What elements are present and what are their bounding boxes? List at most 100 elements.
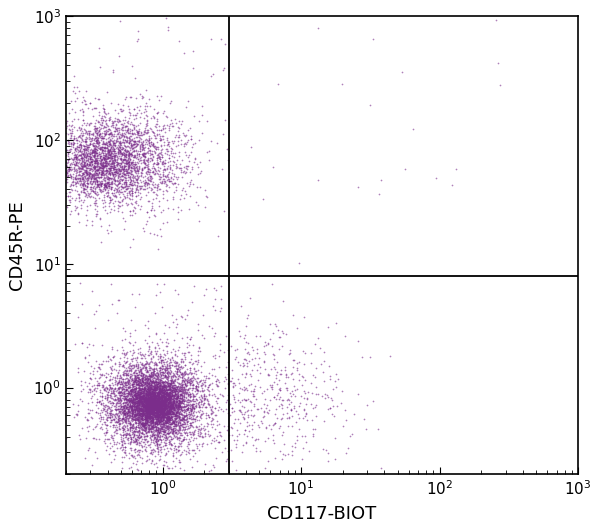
Point xyxy=(228,391,238,399)
Point xyxy=(147,422,157,430)
Point xyxy=(124,401,134,410)
Point xyxy=(161,418,171,426)
Point xyxy=(140,424,149,432)
Point xyxy=(154,402,164,410)
Point xyxy=(145,402,155,411)
Point xyxy=(100,205,109,214)
Point xyxy=(112,346,122,355)
Point xyxy=(143,126,152,134)
Point xyxy=(123,392,133,400)
Point xyxy=(146,384,156,392)
Point xyxy=(143,359,152,367)
Point xyxy=(149,420,158,429)
Point xyxy=(128,409,137,417)
Point xyxy=(147,407,157,416)
Point xyxy=(137,401,147,410)
Point xyxy=(151,358,160,367)
Point xyxy=(134,410,144,419)
Point xyxy=(141,399,151,407)
Point xyxy=(163,368,172,376)
Point xyxy=(172,409,181,418)
Point xyxy=(163,380,172,388)
Point xyxy=(155,395,164,403)
Point xyxy=(112,167,121,175)
Point xyxy=(126,93,136,101)
Point xyxy=(109,147,119,156)
Point xyxy=(143,398,152,406)
Point xyxy=(131,397,141,406)
Point xyxy=(128,346,137,355)
Point xyxy=(170,385,180,393)
Point xyxy=(207,423,217,431)
Point xyxy=(103,409,112,418)
Point xyxy=(131,436,141,444)
Point xyxy=(179,415,188,423)
Point xyxy=(127,452,137,460)
Point xyxy=(154,391,164,399)
Point xyxy=(331,434,340,442)
Point xyxy=(110,106,119,115)
Point xyxy=(188,418,197,426)
Point xyxy=(137,409,147,418)
Point xyxy=(122,434,131,443)
Point xyxy=(150,392,160,401)
Point xyxy=(149,397,158,406)
Point xyxy=(176,389,186,398)
Point xyxy=(143,414,153,422)
Point xyxy=(96,181,106,190)
Point xyxy=(162,386,172,394)
Point xyxy=(127,371,136,379)
Point xyxy=(131,199,140,207)
Point xyxy=(143,412,153,421)
Point xyxy=(92,133,101,142)
Point xyxy=(163,377,172,386)
Point xyxy=(299,312,308,321)
Point xyxy=(185,412,194,421)
Point xyxy=(136,389,146,397)
Point xyxy=(163,424,173,432)
Point xyxy=(144,400,154,409)
Point xyxy=(163,369,172,378)
Point xyxy=(68,149,77,158)
Point xyxy=(164,382,173,390)
Point xyxy=(145,388,154,397)
Point xyxy=(91,307,101,315)
Point xyxy=(175,419,184,427)
Point xyxy=(131,163,140,172)
Point xyxy=(166,382,175,390)
Point xyxy=(165,404,175,413)
Point xyxy=(152,377,161,386)
Point xyxy=(129,415,139,423)
Point xyxy=(161,414,171,422)
Point xyxy=(167,405,176,414)
Point xyxy=(158,412,167,420)
Point xyxy=(160,388,169,397)
Point xyxy=(143,127,153,136)
Point xyxy=(91,196,101,205)
Point xyxy=(149,416,158,424)
Point xyxy=(155,398,165,406)
Point xyxy=(90,150,100,158)
Point xyxy=(136,370,145,379)
Point xyxy=(179,166,188,175)
Point xyxy=(129,162,139,171)
Point xyxy=(187,415,196,423)
Point xyxy=(123,405,133,414)
Point xyxy=(120,405,130,413)
Point xyxy=(135,409,145,417)
Point xyxy=(150,394,160,402)
Point xyxy=(238,358,248,367)
Point xyxy=(95,160,104,168)
Point xyxy=(169,153,179,161)
Point xyxy=(104,130,113,138)
Point xyxy=(106,144,116,152)
Point xyxy=(142,435,151,443)
Point xyxy=(89,152,99,161)
Point xyxy=(107,432,117,441)
Point xyxy=(173,395,183,404)
Point xyxy=(157,400,167,409)
Point xyxy=(86,184,95,193)
Point xyxy=(177,380,187,388)
Point xyxy=(130,164,139,172)
Point xyxy=(187,143,196,151)
